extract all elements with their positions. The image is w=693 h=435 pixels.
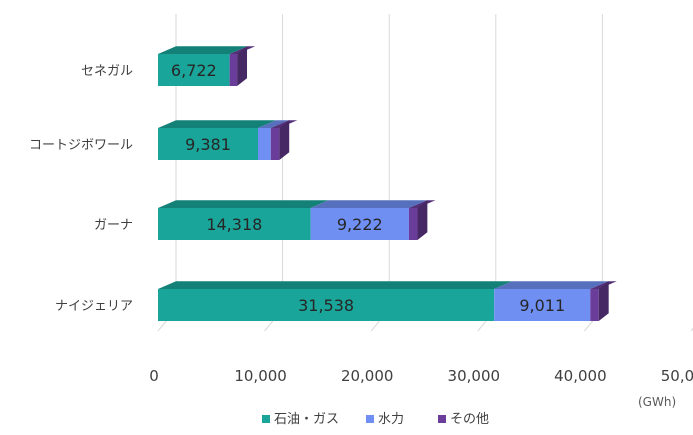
- data-label: 14,318: [206, 215, 262, 234]
- bar-top: [494, 281, 609, 289]
- legend-swatch: [262, 415, 270, 423]
- bar-segment: [408, 208, 418, 240]
- x-tick-labels: 0 10,000 20,000 30,000 40,000 50,000: [149, 367, 693, 385]
- bar-side: [237, 46, 248, 86]
- bar-segment: [158, 208, 311, 240]
- bar-segment: [229, 54, 238, 86]
- bar-top: [408, 200, 436, 208]
- bar-segment: [310, 208, 409, 240]
- bar-segment: [158, 289, 495, 321]
- legend-label: 水力: [378, 412, 404, 427]
- bar-top: [270, 120, 298, 128]
- data-labels: 6,722 9,381 14,318 9,222 31,538 9,011: [171, 61, 565, 315]
- category-label: ナイジェリア: [55, 299, 133, 314]
- legend-label: 石油・ガス: [274, 412, 339, 427]
- bar-top: [310, 200, 427, 208]
- bar-segment: [590, 289, 599, 321]
- category-label: セネガル: [81, 64, 133, 79]
- unit-label: (GWh): [638, 395, 676, 409]
- data-label: 9,011: [519, 296, 565, 315]
- category-label: ガーナ: [94, 218, 133, 233]
- x-tick-label: 0: [149, 367, 159, 385]
- bar-segment: [258, 128, 271, 160]
- bar-segment: [158, 54, 230, 86]
- bar-side: [279, 120, 290, 160]
- bar-segment: [158, 128, 259, 160]
- bar-segment: [494, 289, 591, 321]
- data-label: 9,222: [337, 215, 383, 234]
- x-tick-label: 50,000: [661, 367, 693, 385]
- x-tick-label: 20,000: [341, 367, 394, 385]
- data-label: 6,722: [171, 61, 217, 80]
- x-tick-label: 30,000: [448, 367, 501, 385]
- legend-label: その他: [450, 412, 489, 427]
- bar-segment: [270, 128, 280, 160]
- data-label: 31,538: [298, 296, 354, 315]
- legend: 石油・ガス 水力 その他: [262, 412, 489, 427]
- bar-side: [417, 200, 428, 240]
- category-label: コートジボワール: [29, 138, 133, 153]
- data-label: 9,381: [185, 135, 231, 154]
- legend-swatch: [438, 415, 446, 423]
- bar-top: [158, 46, 248, 54]
- x-tick-label: 40,000: [554, 367, 607, 385]
- x-tick-label: 10,000: [234, 367, 287, 385]
- bar-top: [158, 120, 277, 128]
- bar-top: [158, 281, 513, 289]
- bar-top: [590, 281, 617, 289]
- bar-top: [258, 120, 289, 128]
- bar-side: [598, 281, 609, 321]
- legend-swatch: [366, 415, 374, 423]
- bars: [158, 46, 617, 321]
- bar-top: [158, 200, 329, 208]
